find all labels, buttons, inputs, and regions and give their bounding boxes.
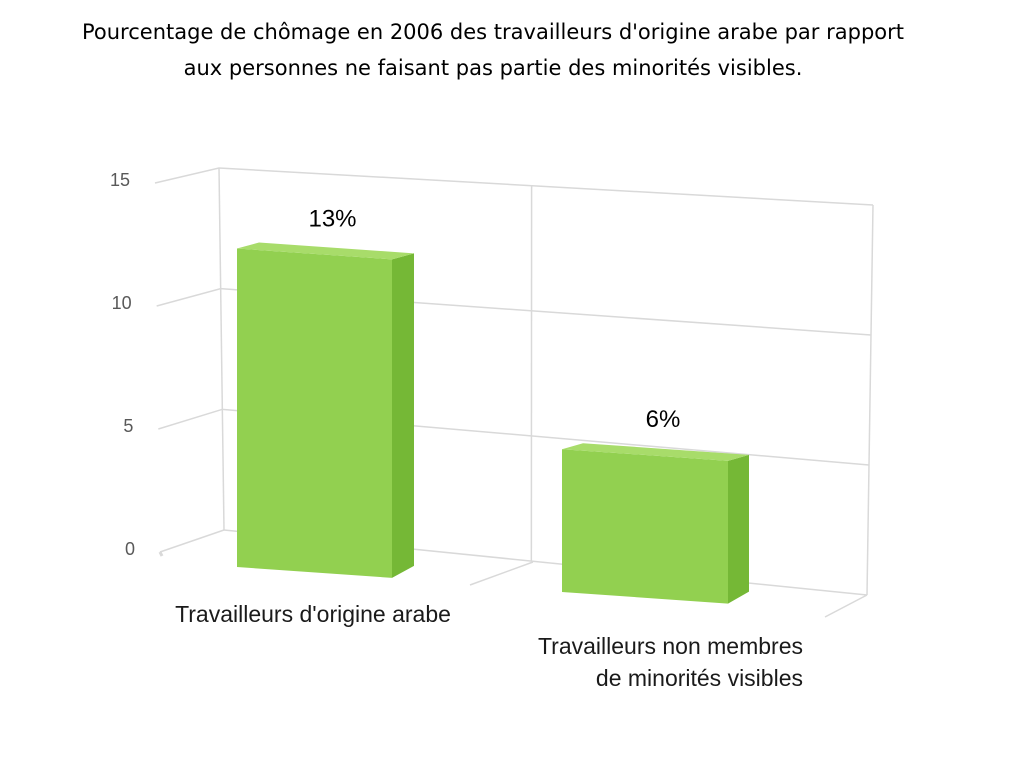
gridlines [154, 167, 874, 466]
side-floor-edge [159, 529, 225, 553]
category-label: Travailleurs d'origine arabe [175, 601, 451, 627]
category-label: de minorités visibles [596, 665, 803, 691]
gridline-5 [158, 408, 870, 466]
chart-title-line-2: aux personnes ne faisant pas partie des … [183, 56, 803, 80]
gridline-15 [154, 167, 874, 206]
category-label: Travailleurs non membres [538, 633, 803, 659]
data-label: 6% [646, 406, 681, 433]
bar-side [392, 253, 414, 578]
data-labels: 13% 6% [308, 206, 680, 434]
floor-front-left [158, 551, 164, 557]
data-label: 13% [308, 206, 356, 233]
bar-top [237, 242, 414, 260]
bars [237, 242, 749, 604]
y-axis-ticks: 0 5 10 15 [110, 170, 135, 559]
bar-top [562, 443, 749, 461]
bar [237, 242, 414, 578]
back-wall-right-edge [866, 204, 874, 596]
floor-front-mid [469, 561, 534, 586]
bar-front [237, 248, 392, 578]
y-tick-label: 10 [112, 293, 132, 313]
y-tick-label: 15 [110, 170, 130, 190]
chart-title-line-1: Pourcentage de chômage en 2006 des trava… [81, 20, 904, 44]
bar [562, 443, 749, 604]
y-tick-label: 0 [125, 539, 135, 559]
floor-front-right [824, 594, 868, 618]
back-wall-left-edge [218, 167, 225, 531]
bar-side [728, 454, 749, 604]
bar-front [562, 449, 728, 604]
category-labels: Travailleurs d'origine arabe Travailleurs… [175, 601, 803, 691]
chart-walls [158, 167, 874, 618]
chart-title: Pourcentage de chômage en 2006 des trava… [0, 14, 986, 86]
y-tick-label: 5 [123, 416, 133, 436]
gridline-10 [156, 287, 872, 336]
